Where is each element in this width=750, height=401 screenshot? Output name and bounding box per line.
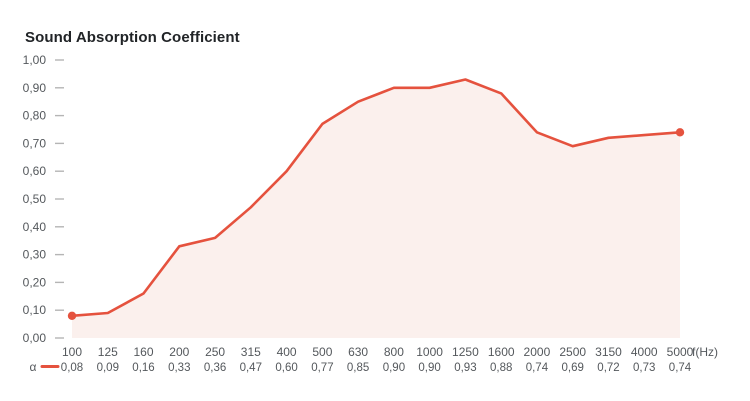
x-tick-label: 4000 bbox=[631, 345, 658, 359]
series-value-label: 0,08 bbox=[61, 362, 83, 374]
y-tick-label: 0,20 bbox=[23, 275, 47, 289]
x-tick-label: 315 bbox=[241, 345, 261, 359]
series-value-label: 0,33 bbox=[168, 362, 190, 374]
y-tick-label: 0,80 bbox=[23, 109, 47, 123]
x-tick-label: 500 bbox=[312, 345, 332, 359]
x-axis-unit-label: f(Hz) bbox=[692, 345, 718, 359]
y-tick-label: 0,10 bbox=[23, 303, 47, 317]
x-tick-label: 3150 bbox=[595, 345, 622, 359]
series-line bbox=[70, 78, 682, 318]
series-value-label: 0,77 bbox=[311, 362, 333, 374]
x-tick-label: 2000 bbox=[524, 345, 551, 359]
series-value-label: 0,09 bbox=[97, 362, 119, 374]
series-value-label: 0,74 bbox=[669, 362, 692, 374]
series-value-label: 0,85 bbox=[347, 362, 369, 374]
x-tick-label: 250 bbox=[205, 345, 225, 359]
y-tick-label: 0,60 bbox=[23, 164, 47, 178]
series-value-label: 0,72 bbox=[597, 362, 619, 374]
x-tick-label: 1250 bbox=[452, 345, 479, 359]
x-tick-label: 400 bbox=[277, 345, 297, 359]
x-tick-label: 1600 bbox=[488, 345, 515, 359]
y-tick-label: 1,00 bbox=[23, 53, 47, 67]
data-point-marker bbox=[67, 311, 77, 320]
series-value-label: 0,73 bbox=[633, 362, 655, 374]
x-tick-label: 160 bbox=[133, 345, 153, 359]
series-value-label: 0,60 bbox=[275, 362, 297, 374]
x-tick-label: 125 bbox=[98, 345, 118, 359]
x-tick-label: 800 bbox=[384, 345, 404, 359]
x-tick-label: 100 bbox=[62, 345, 82, 359]
y-tick-label: 0,90 bbox=[23, 81, 47, 95]
series-value-label: 0,88 bbox=[490, 362, 512, 374]
series-value-label: 0,90 bbox=[383, 362, 405, 374]
series-area-fill bbox=[72, 79, 680, 338]
y-tick-label: 0,00 bbox=[23, 331, 47, 345]
series-value-label: 0,16 bbox=[132, 362, 154, 374]
legend-series-symbol: α bbox=[30, 360, 37, 374]
y-tick-label: 0,70 bbox=[23, 136, 47, 150]
x-tick-label: 2500 bbox=[559, 345, 586, 359]
y-tick-label: 0,40 bbox=[23, 220, 47, 234]
x-tick-label: 630 bbox=[348, 345, 368, 359]
y-tick-label: 0,30 bbox=[23, 248, 47, 262]
chart-title: Sound Absorption Coefficient bbox=[25, 29, 240, 46]
y-tick-label: 0,50 bbox=[23, 192, 47, 206]
x-tick-label: 5000 bbox=[667, 345, 694, 359]
series-value-label: 0,74 bbox=[526, 362, 549, 374]
x-tick-label: 1000 bbox=[416, 345, 443, 359]
series-value-label: 0,93 bbox=[454, 362, 476, 374]
series-value-label: 0,69 bbox=[562, 362, 584, 374]
series-value-label: 0,90 bbox=[418, 362, 440, 374]
data-point-marker bbox=[675, 128, 685, 137]
series-value-label: 0,47 bbox=[240, 362, 262, 374]
x-tick-label: 200 bbox=[169, 345, 189, 359]
series-value-label: 0,36 bbox=[204, 362, 226, 374]
